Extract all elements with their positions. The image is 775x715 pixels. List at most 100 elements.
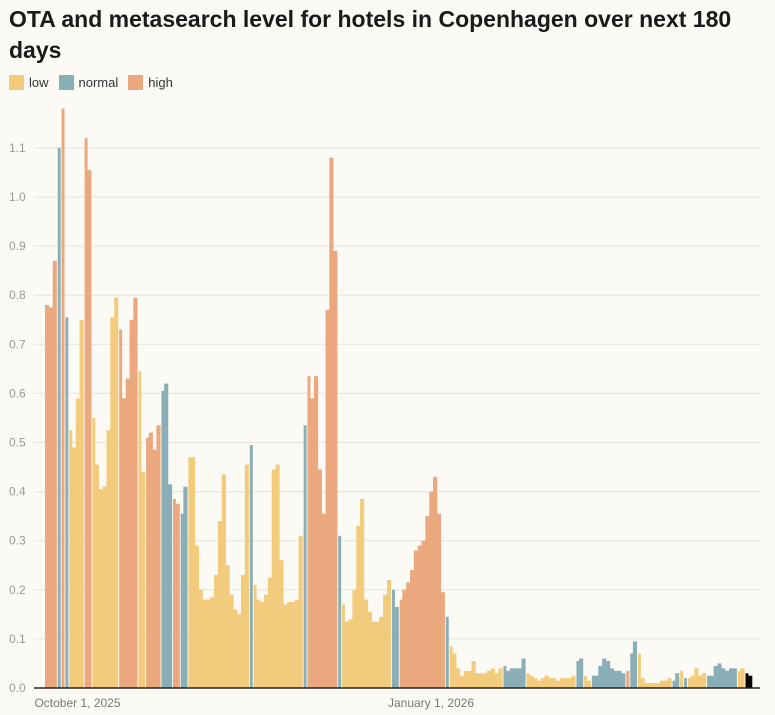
legend-label-high: high (148, 75, 173, 90)
bar-l (471, 660, 476, 688)
y-tick-label: 0.8 (9, 288, 26, 302)
bar-l (659, 680, 664, 688)
legend-swatch-high (128, 75, 144, 90)
x-tick-label: January 1, 2026 (388, 696, 474, 710)
bar-n (617, 670, 622, 688)
bar-h (321, 513, 326, 688)
bar-l (584, 675, 588, 688)
bar-h (436, 513, 442, 688)
y-tick-label: 0.7 (9, 337, 26, 351)
bar-n (707, 675, 711, 688)
bar-l (344, 621, 349, 688)
bar-l (563, 678, 568, 688)
y-tick-label: 0.2 (9, 583, 26, 597)
bar-n (249, 444, 253, 688)
legend-item-high: high (128, 75, 173, 90)
bar-l (383, 594, 388, 688)
x-axis-ticks: October 1, 2025 January 1, 2026 (34, 696, 474, 710)
legend: low normal high (9, 75, 183, 90)
bar-n (180, 513, 184, 688)
bar-l (244, 464, 249, 688)
bar-h (45, 305, 50, 688)
bar-l (198, 589, 203, 688)
y-tick-label: 0.4 (9, 485, 26, 499)
bar-h (129, 319, 134, 688)
bar-l (229, 594, 234, 688)
bar-l (667, 678, 672, 688)
bar-n (576, 660, 580, 688)
bar-n (594, 675, 599, 688)
bar-n (709, 675, 714, 688)
bar-l (283, 604, 288, 688)
bar-h (87, 169, 92, 688)
y-tick-label: 0.1 (9, 632, 26, 646)
bar-h (146, 437, 150, 688)
bar-l (271, 469, 276, 688)
y-tick-label: 0.0 (9, 681, 26, 695)
bar-l (367, 611, 372, 688)
bar-n (509, 668, 515, 688)
bar-h (48, 307, 53, 688)
bar-l (655, 683, 661, 688)
bar-l (540, 678, 545, 688)
bar-l (267, 577, 273, 688)
bar-n (57, 147, 61, 688)
bar-l (479, 673, 484, 688)
bar-h (413, 550, 419, 688)
bar-h (421, 540, 426, 688)
bar-l (486, 670, 492, 688)
bar-n (602, 658, 607, 688)
bar-h (148, 432, 153, 688)
bar-l (188, 457, 192, 688)
legend-label-low: low (29, 75, 49, 90)
bar-h (410, 570, 415, 688)
bar-l (498, 668, 503, 688)
bar-n (728, 668, 734, 688)
bar-h (399, 599, 403, 688)
bar-l (106, 430, 111, 688)
bar-h (152, 449, 157, 688)
bar-l (356, 525, 361, 688)
bar-l (79, 319, 84, 688)
bar-n (65, 317, 69, 688)
bar-h (313, 376, 319, 688)
bar-n (605, 660, 611, 688)
bar-n (513, 668, 518, 688)
bar-l (275, 464, 280, 688)
bar-l (544, 675, 549, 688)
bar-l (494, 673, 499, 688)
bar-n (167, 484, 173, 688)
y-tick-label: 0.6 (9, 386, 26, 400)
bar-n (303, 425, 307, 688)
bar-l (740, 668, 745, 688)
bar-l (371, 621, 376, 688)
bar-l (490, 668, 495, 688)
legend-swatch-low (9, 75, 24, 90)
bar-l (467, 670, 472, 688)
y-axis-ticks: 0.0 0.1 0.2 0.3 0.4 0.5 0.6 0.7 0.8 0.9 1.0 1.1 (9, 141, 26, 695)
bar-l (348, 619, 353, 688)
bar-l (352, 589, 357, 688)
bar-l (110, 317, 115, 688)
bar-l (386, 579, 392, 688)
bar-h (310, 398, 315, 688)
bar-n (621, 673, 626, 688)
bar-l (294, 599, 299, 688)
bar-l (141, 471, 146, 688)
y-tick-label: 0.5 (9, 436, 26, 450)
bar-n (579, 658, 584, 688)
bar-l (342, 604, 346, 688)
bar-n (630, 653, 634, 688)
bar-l (69, 430, 73, 688)
bar-l (256, 599, 261, 688)
bar-l (98, 489, 103, 688)
bar-n (445, 616, 449, 688)
bar-l (375, 621, 380, 688)
bar-l (233, 609, 238, 688)
bar-l (264, 594, 269, 688)
y-tick-label: 0.3 (9, 534, 26, 548)
bar-l (690, 675, 695, 688)
bar-undefined (745, 673, 749, 688)
bar-l (548, 678, 553, 688)
bar-h (440, 592, 445, 688)
